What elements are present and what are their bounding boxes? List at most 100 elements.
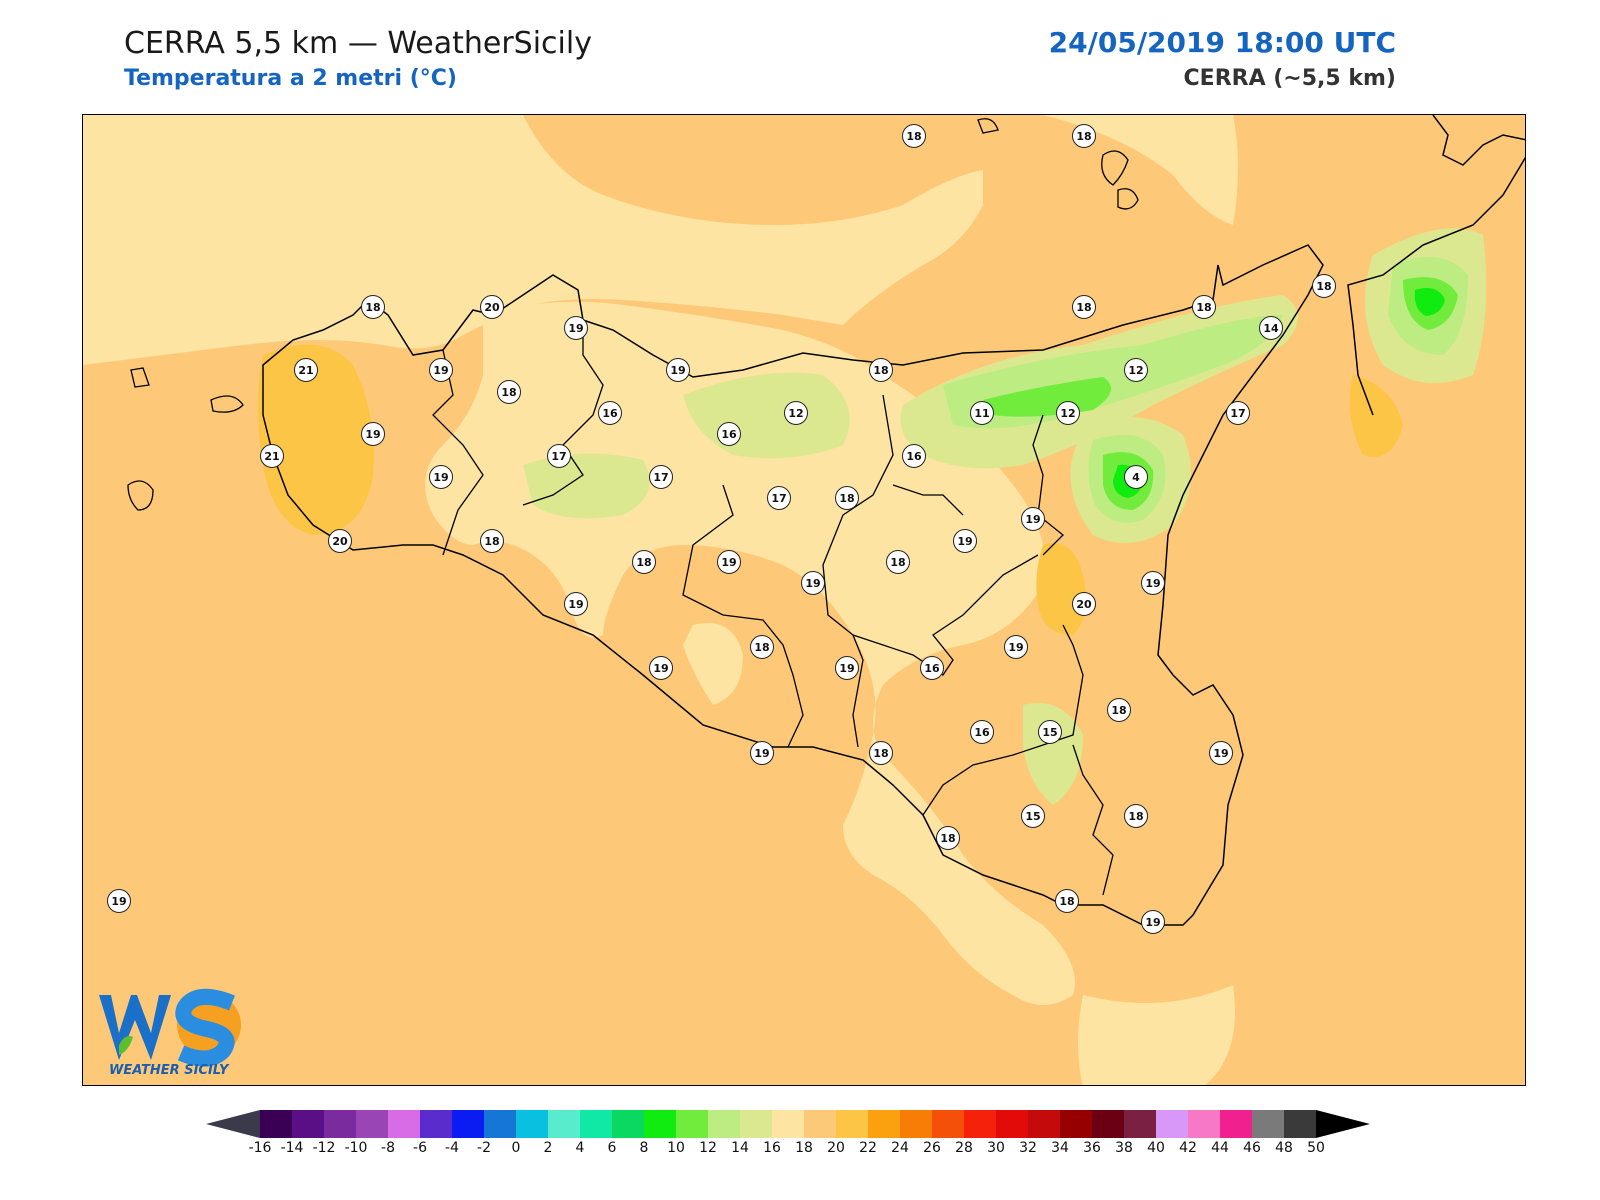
colorbar-tick-label: 22	[859, 1140, 877, 1156]
station-value: 19	[649, 656, 673, 680]
station-value: 17	[547, 444, 571, 468]
colorbar-tick-label: -4	[445, 1140, 459, 1156]
colorbar-segment	[548, 1110, 580, 1138]
colorbar-segment	[740, 1110, 772, 1138]
station-value: 12	[1124, 358, 1148, 382]
station-value: 18	[1124, 804, 1148, 828]
station-value: 21	[294, 358, 318, 382]
station-value: 18	[497, 380, 521, 404]
colorbar-tick-label: 40	[1147, 1140, 1165, 1156]
colorbar-segment	[996, 1110, 1028, 1138]
station-value: 18	[1072, 124, 1096, 148]
map-subtitle: Temperatura a 2 metri (°C)	[124, 66, 457, 91]
colorbar-segment	[484, 1110, 516, 1138]
station-value: 18	[835, 486, 859, 510]
colorbar-segment	[1092, 1110, 1124, 1138]
colorbar	[206, 1110, 1370, 1138]
temperature-map[interactable]: 18 18 18 20 19 18 18 18 14 21 19 19 18 12 18 16 12 11 12 17…	[82, 114, 1526, 1086]
station-value: 19	[1141, 571, 1165, 595]
colorbar-tick-label: 12	[699, 1140, 717, 1156]
station-value: 18	[869, 741, 893, 765]
colorbar-segment	[1124, 1110, 1156, 1138]
colorbar-segment	[388, 1110, 420, 1138]
colorbar-segment	[676, 1110, 708, 1138]
station-value: 19	[750, 741, 774, 765]
colorbar-segment	[932, 1110, 964, 1138]
colorbar-tick-label: -10	[344, 1140, 368, 1156]
station-value: 4	[1124, 465, 1148, 489]
colorbar-tick-label: 26	[923, 1140, 941, 1156]
colorbar-segment	[708, 1110, 740, 1138]
colorbar-tick-label: 34	[1051, 1140, 1069, 1156]
station-value: 19	[666, 358, 690, 382]
colorbar-under-arrow	[206, 1110, 260, 1138]
colorbar-segment	[356, 1110, 388, 1138]
station-value: 19	[717, 550, 741, 574]
station-value: 18	[1055, 889, 1079, 913]
colorbar-segment	[804, 1110, 836, 1138]
colorbar-tick-label: 10	[667, 1140, 685, 1156]
valid-datetime: 24/05/2019 18:00 UTC	[1048, 26, 1396, 59]
colorbar-segment	[836, 1110, 868, 1138]
colorbar-tick-label: 28	[955, 1140, 973, 1156]
colorbar-tick-label: 48	[1275, 1140, 1293, 1156]
colorbar-over-arrow	[1316, 1110, 1370, 1138]
station-value: 20	[480, 295, 504, 319]
station-value: 19	[801, 571, 825, 595]
temperature-field	[83, 115, 1525, 1085]
colorbar-segment	[292, 1110, 324, 1138]
station-value: 17	[649, 465, 673, 489]
colorbar-tick-label: 36	[1083, 1140, 1101, 1156]
logo-name: WEATHER SICILY	[109, 1063, 229, 1078]
colorbar-tick-label: 24	[891, 1140, 909, 1156]
station-value: 18	[750, 635, 774, 659]
station-value: 18	[1192, 295, 1216, 319]
colorbar-tick-label: -14	[280, 1140, 304, 1156]
station-value: 19	[1004, 635, 1028, 659]
station-value: 18	[902, 124, 926, 148]
colorbar-tick-label: 44	[1211, 1140, 1229, 1156]
station-value: 21	[260, 444, 284, 468]
station-value: 20	[328, 529, 352, 553]
station-value: 20	[1072, 592, 1096, 616]
colorbar-segment	[1060, 1110, 1092, 1138]
station-value: 19	[1141, 910, 1165, 934]
colorbar-segment	[260, 1110, 292, 1138]
colorbar-tick-label: 46	[1243, 1140, 1261, 1156]
station-value: 18	[869, 358, 893, 382]
colorbar-tick-label: 38	[1115, 1140, 1133, 1156]
station-value: 19	[564, 316, 588, 340]
colorbar-tick-label: 4	[575, 1140, 585, 1156]
colorbar-segment	[964, 1110, 996, 1138]
station-value: 12	[1056, 401, 1080, 425]
colorbar-tick-label: 32	[1019, 1140, 1037, 1156]
colorbar-tick-label: 20	[827, 1140, 845, 1156]
station-value: 17	[767, 486, 791, 510]
station-value: 18	[886, 550, 910, 574]
colorbar-tick-label: 42	[1179, 1140, 1197, 1156]
station-value: 16	[970, 720, 994, 744]
colorbar-segment	[580, 1110, 612, 1138]
colorbar-segment	[452, 1110, 484, 1138]
colorbar-segment	[1156, 1110, 1188, 1138]
station-value: 18	[1312, 274, 1336, 298]
colorbar-segment	[1188, 1110, 1220, 1138]
station-value: 19	[953, 529, 977, 553]
colorbar-tick-label: -2	[477, 1140, 491, 1156]
station-value: 18	[632, 550, 656, 574]
station-value: 11	[970, 401, 994, 425]
station-value: 12	[784, 401, 808, 425]
colorbar-segment	[1252, 1110, 1284, 1138]
colorbar-tick-label: -6	[413, 1140, 427, 1156]
colorbar-segment	[1028, 1110, 1060, 1138]
station-value: 19	[107, 889, 131, 913]
colorbar-segment	[612, 1110, 644, 1138]
station-value: 19	[835, 656, 859, 680]
station-value: 18	[1072, 295, 1096, 319]
colorbar-tick-label: 2	[543, 1140, 553, 1156]
station-value: 19	[429, 358, 453, 382]
colorbar-tick-label: 16	[763, 1140, 781, 1156]
colorbar-tick-label: -16	[248, 1140, 272, 1156]
station-value: 16	[902, 444, 926, 468]
colorbar-segment	[900, 1110, 932, 1138]
